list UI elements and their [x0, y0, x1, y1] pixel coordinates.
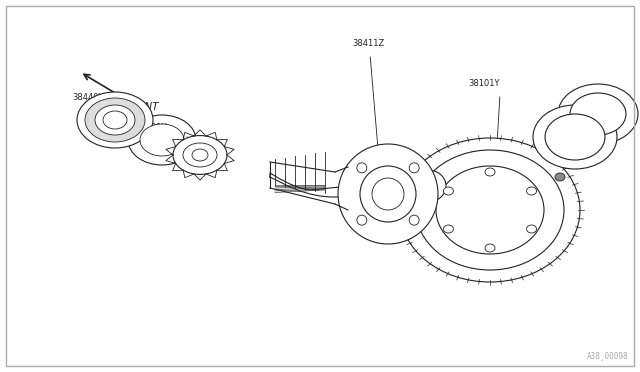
Ellipse shape [357, 163, 367, 173]
Text: FRONT: FRONT [124, 102, 159, 112]
Ellipse shape [485, 244, 495, 252]
Text: 38453Y: 38453Y [560, 131, 591, 140]
Ellipse shape [77, 92, 153, 148]
Text: 38440YA: 38440YA [532, 157, 568, 166]
Ellipse shape [85, 98, 145, 142]
Ellipse shape [527, 187, 536, 195]
Ellipse shape [533, 105, 617, 169]
Ellipse shape [436, 166, 544, 254]
Ellipse shape [416, 150, 564, 270]
Ellipse shape [140, 124, 184, 156]
Ellipse shape [485, 168, 495, 176]
Text: 32701Y: 32701Y [135, 123, 166, 132]
Ellipse shape [409, 215, 419, 225]
Ellipse shape [128, 115, 196, 165]
Ellipse shape [183, 143, 217, 167]
Text: 38102Y: 38102Y [536, 145, 568, 154]
Ellipse shape [103, 111, 127, 129]
Ellipse shape [555, 173, 565, 181]
Ellipse shape [409, 163, 419, 173]
Ellipse shape [400, 138, 580, 282]
Ellipse shape [444, 225, 453, 233]
Ellipse shape [95, 105, 135, 135]
Ellipse shape [558, 84, 638, 144]
Text: 32731Y: 32731Y [103, 109, 134, 118]
Ellipse shape [357, 215, 367, 225]
Ellipse shape [444, 187, 453, 195]
Text: 38101Y: 38101Y [468, 79, 499, 88]
Text: 38440Y: 38440Y [72, 93, 104, 102]
Ellipse shape [527, 225, 536, 233]
Ellipse shape [545, 114, 605, 160]
Ellipse shape [173, 135, 227, 174]
Ellipse shape [192, 149, 208, 161]
Text: 38411Z: 38411Z [352, 39, 384, 48]
Ellipse shape [360, 166, 416, 222]
Ellipse shape [372, 178, 404, 210]
Text: A38¸00098: A38¸00098 [586, 351, 628, 360]
Ellipse shape [570, 93, 626, 135]
Ellipse shape [410, 170, 446, 202]
Ellipse shape [338, 144, 438, 244]
